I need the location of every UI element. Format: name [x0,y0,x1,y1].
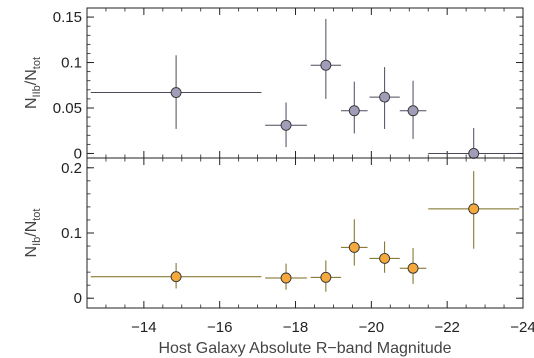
data-point-bottom-2 [310,260,342,292]
marker [379,252,391,264]
y-tick-label-top: 0 [74,145,82,162]
marker [280,272,292,284]
marker [407,262,419,274]
marker [280,119,292,131]
y-tick-label-bottom: 0.2 [61,160,82,177]
panel-top-marks [90,18,520,159]
y-tick-label-top: 0.1 [61,55,82,72]
panel-bottom-ylabel: NIb/Ntot [23,209,43,258]
x-tick-label: −16 [207,319,232,336]
y-tick-label-bottom: 0.1 [61,225,82,242]
x-tick-label: −24 [510,319,534,336]
data-point-top-5 [399,80,427,139]
data-point-bottom-0 [90,263,262,289]
panel-bottom-ticks: 0 0.1 0.2 −14 −16 −18 −20 −22 −24 [61,158,534,336]
data-point-top-0 [90,55,262,129]
data-point-top-3 [341,81,368,134]
marker [379,91,391,103]
panel-bottom-marks [90,171,520,292]
panel-top-ticks: 0 0.05 0.1 0.15 [53,7,524,162]
marker [320,271,332,283]
y-tick-label-top: 0.15 [53,9,82,26]
data-point-top-1 [265,102,307,148]
data-point-bottom-4 [369,241,400,273]
marker [407,105,419,117]
y-tick-label-top: 0.05 [53,100,82,117]
marker [468,148,480,159]
marker [468,203,480,215]
panel-bottom-frame [86,157,524,309]
panel-top: 0 0.05 0.1 0.15 NIIb/Ntot [23,7,524,162]
panel-top-ylabel: NIIb/Ntot [23,57,43,109]
x-tick-label: −14 [131,319,156,336]
data-point-bottom-6 [428,171,520,249]
data-point-top-2 [310,18,342,99]
y-tick-label-bottom: 0 [74,290,82,307]
marker [170,87,182,98]
panel-top-frame [86,7,524,159]
x-axis-label: Host Galaxy Absolute R−band Magnitude [158,340,451,357]
marker [348,241,360,253]
marker [348,105,360,117]
data-point-bottom-5 [399,248,427,284]
x-tick-label: −22 [434,319,459,336]
x-tick-label: −18 [283,319,308,336]
data-point-bottom-1 [265,263,307,290]
data-point-bottom-3 [341,219,368,266]
x-tick-label: −20 [359,319,384,336]
marker [320,59,332,71]
data-point-top-4 [369,67,400,129]
data-point-top-6 [428,128,520,159]
panel-bottom: 0 0.1 0.2 −14 −16 −18 −20 −22 −24 NIb/Ntot Host … [23,157,534,357]
marker [170,271,182,283]
